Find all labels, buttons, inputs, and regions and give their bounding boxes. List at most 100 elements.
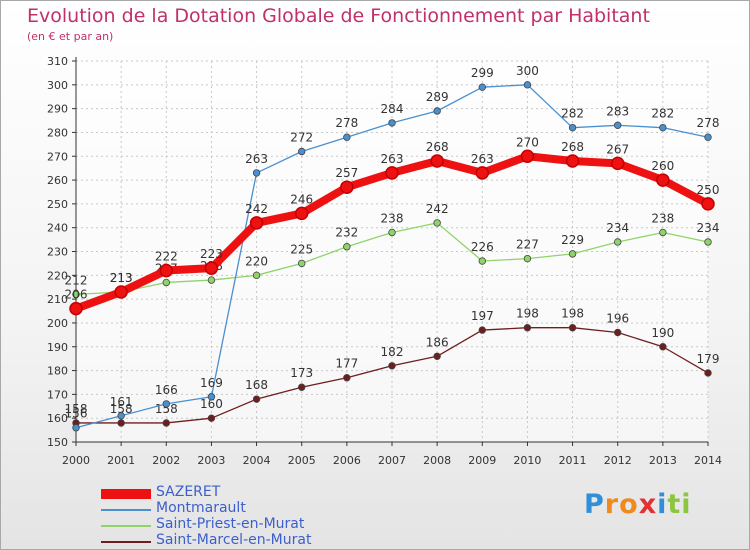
y-tick-label: 220 [47,269,68,282]
data-point [298,147,306,156]
data-point [388,228,396,237]
data-label: 168 [245,378,268,392]
data-point [523,324,532,332]
data-point [659,123,667,132]
x-tick-label: 2009 [468,454,496,467]
data-point [69,301,83,316]
y-tick-label: 160 [47,412,68,425]
data-label: 300 [516,64,539,78]
data-point [117,412,125,420]
data-point [204,261,219,275]
data-label: 222 [155,250,178,264]
x-tick-label: 2006 [333,454,361,467]
data-point [614,238,622,246]
data-label: 238 [651,211,674,225]
data-label: 169 [200,376,223,390]
data-label: 260 [651,159,674,173]
legend-label: Saint-Marcel-en-Murat [156,532,312,548]
data-label: 161 [110,395,133,409]
data-label: 257 [335,166,358,180]
chart-subtitle: (en € et par an) [27,30,114,43]
data-point [704,369,712,377]
data-label: 282 [561,107,584,121]
x-tick-label: 2008 [423,454,451,467]
data-label: 299 [471,66,494,80]
data-point [298,259,306,268]
x-tick-label: 2005 [288,454,316,467]
data-label: 234 [697,221,720,235]
y-tick-label: 270 [47,150,68,163]
data-label: 234 [606,221,629,235]
data-label: 173 [290,366,313,380]
data-point [433,107,441,115]
legend-label: Saint-Priest-en-Murat [156,516,305,532]
data-point [159,263,174,278]
data-point [162,278,170,287]
data-label: 179 [697,352,720,366]
data-label: 263 [471,152,494,166]
data-point [343,133,351,141]
data-point [388,119,396,127]
data-label: 190 [651,326,674,340]
data-point [72,290,80,299]
data-label: 223 [200,247,223,261]
data-point [162,419,170,427]
legend-swatch [101,489,151,499]
data-point [433,352,441,360]
data-label: 272 [290,130,313,144]
data-label: 166 [155,383,178,397]
data-point [343,374,351,382]
data-point [430,154,444,168]
data-label: 242 [245,202,268,216]
data-point [704,238,712,246]
data-label: 232 [335,226,358,240]
data-label: 268 [426,140,449,154]
data-point [523,254,532,263]
data-point [659,228,667,237]
data-point [385,166,399,180]
x-tick-label: 2007 [378,454,406,467]
data-label: 198 [561,307,584,321]
y-tick-label: 280 [47,126,68,139]
x-tick-label: 2000 [62,454,90,467]
data-point [207,393,216,401]
data-point [252,271,261,280]
y-tick-label: 260 [47,174,68,187]
data-point [114,285,128,299]
y-tick-label: 300 [47,79,68,92]
data-point [294,206,309,221]
logo-letter: r [604,489,620,520]
data-label: 213 [110,271,133,285]
data-point [478,326,486,334]
logo-letter: t [667,489,682,520]
logo-letter: x [638,489,658,520]
x-tick-label: 2011 [559,454,587,467]
data-label: 213 [110,271,133,285]
data-point [72,424,80,432]
data-label: 270 [516,135,539,149]
x-tick-label: 2001 [107,454,135,467]
data-label: 263 [381,152,404,166]
data-point [704,133,712,141]
x-tick-label: 2003 [197,454,225,467]
y-tick-label: 180 [47,365,68,378]
data-label: 278 [697,116,720,130]
y-tick-label: 190 [47,341,68,354]
data-point [162,400,170,408]
data-point [252,395,261,403]
data-point [433,219,441,227]
data-point [207,414,216,422]
data-label: 242 [426,202,449,216]
data-point [523,81,532,89]
data-point [614,328,622,337]
x-tick-label: 2002 [152,454,180,467]
x-tick-label: 2013 [649,454,677,467]
legend-label: Montmarault [156,500,246,516]
y-tick-label: 150 [47,436,68,449]
data-point [117,419,125,427]
data-point [298,383,306,391]
data-label: 220 [245,254,268,268]
data-label: 198 [516,307,539,321]
data-point [610,156,625,171]
